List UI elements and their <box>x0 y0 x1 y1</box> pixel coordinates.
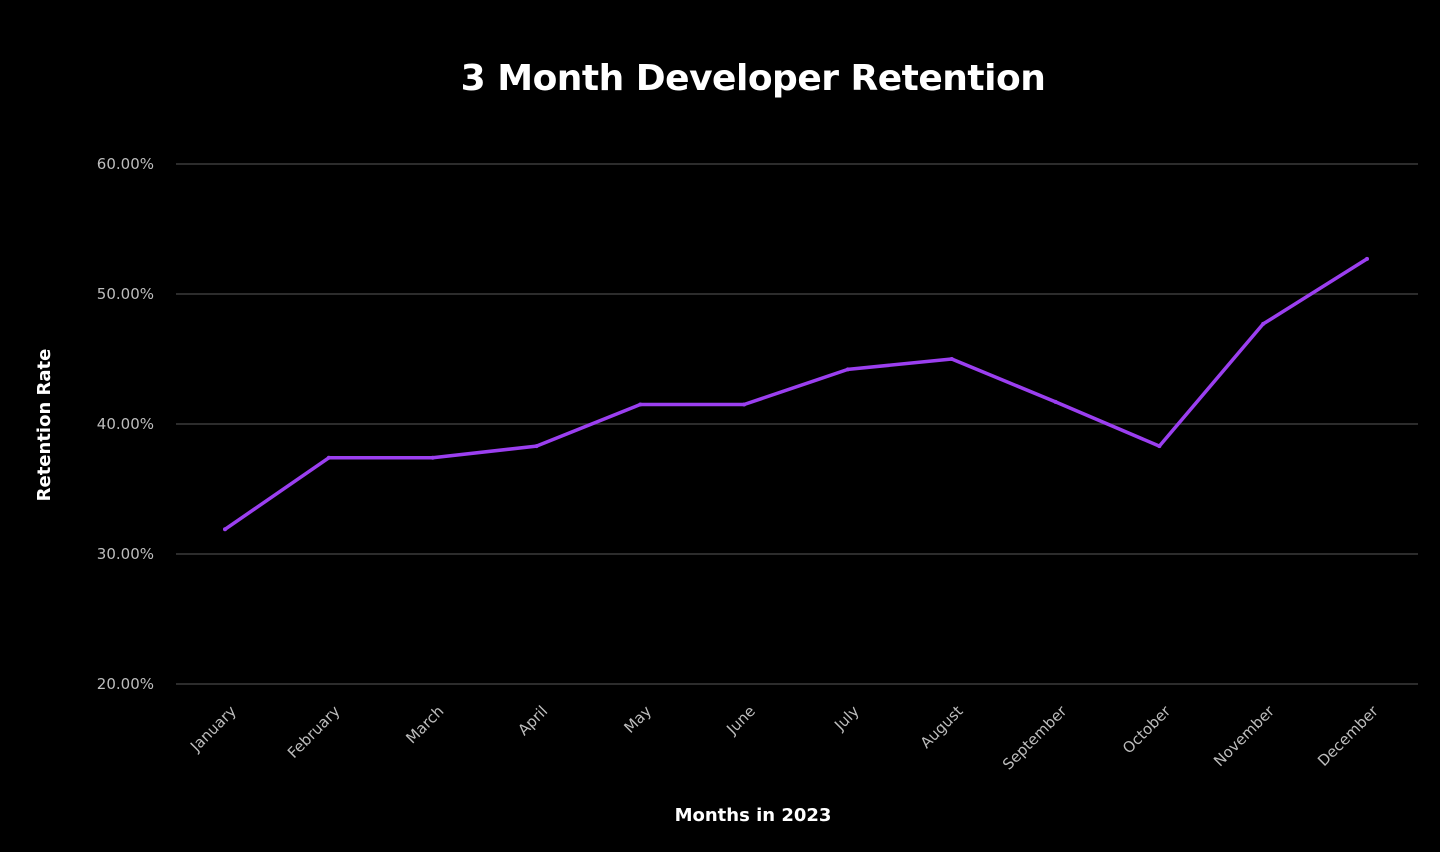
x-tick-label-december: December <box>1314 702 1382 770</box>
gridlines <box>176 163 1418 685</box>
y-tick-label: 60.00% <box>97 155 154 173</box>
data-point-january <box>223 527 227 532</box>
data-point-july <box>845 367 850 372</box>
data-point-september <box>1053 399 1058 404</box>
y-axis-title: Retention Rate <box>34 349 55 502</box>
x-tick-label-may: May <box>620 702 655 737</box>
data-point-august <box>949 357 954 361</box>
y-axis-ticks: 20.00% 30.00% 40.00% 50.00% 60.00% <box>97 155 154 693</box>
data-point-june <box>742 402 747 407</box>
y-tick-label: 50.00% <box>97 285 154 303</box>
x-axis-ticks: January February March April May June July Augu… <box>186 702 1382 774</box>
x-tick-label-february: February <box>284 702 344 762</box>
data-point-november <box>1261 321 1266 326</box>
x-tick-label-june: June <box>722 702 759 739</box>
data-point-may <box>638 402 643 407</box>
y-tick-label: 40.00% <box>97 415 154 433</box>
x-tick-label-november: November <box>1210 702 1278 770</box>
data-point-february <box>326 455 331 460</box>
series-group <box>223 256 1369 532</box>
data-point-april <box>534 444 539 449</box>
y-tick-label: 20.00% <box>97 675 154 693</box>
data-point-march <box>430 455 435 460</box>
x-tick-label-august: August <box>917 702 967 752</box>
x-tick-label-september: September <box>999 702 1071 774</box>
x-axis-title: Months in 2023 <box>675 805 832 826</box>
data-point-december <box>1365 256 1369 261</box>
x-tick-label-april: April <box>514 702 551 739</box>
y-tick-label: 30.00% <box>97 545 154 563</box>
x-tick-label-october: October <box>1119 702 1175 758</box>
x-tick-label-july: July <box>830 702 863 735</box>
data-point-october <box>1157 444 1162 449</box>
series-line-0 <box>223 257 1369 532</box>
x-tick-label-march: March <box>402 702 447 747</box>
chart-title: 3 Month Developer Retention <box>461 58 1046 99</box>
x-tick-label-january: January <box>186 702 240 756</box>
